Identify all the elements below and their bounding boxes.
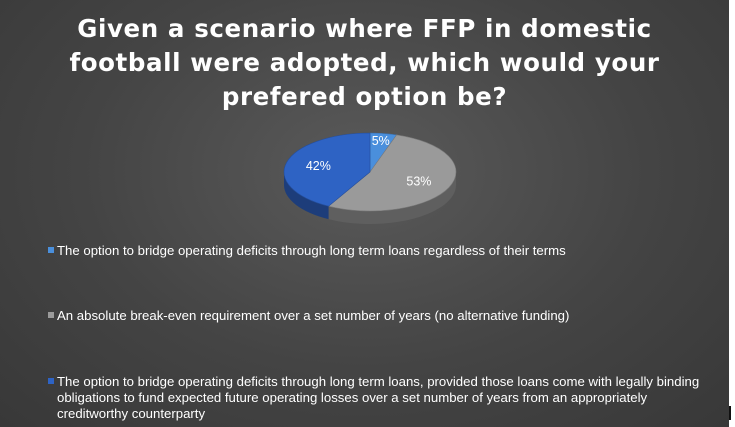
legend-label: The option to bridge operating deficits …: [57, 374, 700, 421]
legend-item: The option to bridge operating deficits …: [48, 243, 707, 259]
legend-label: The option to bridge operating deficits …: [57, 243, 566, 258]
legend-swatch: [48, 312, 54, 318]
legend-swatch: [48, 378, 54, 384]
legend-item: The option to bridge operating deficits …: [48, 374, 707, 422]
pie-data-label: 5%: [372, 134, 390, 148]
pie-slice: [327, 134, 457, 212]
pie-slice-side: [284, 172, 329, 220]
edge-marker: [729, 406, 731, 420]
chart-title: Given a scenario where FFP in domestic f…: [69, 14, 660, 111]
pie-data-label: 42%: [306, 159, 331, 173]
legend-label: An absolute break-even requirement over …: [57, 308, 570, 323]
legend-item: An absolute break-even requirement over …: [48, 308, 707, 324]
pie-slice: [283, 132, 371, 207]
pie-data-label: 53%: [406, 175, 431, 189]
legend-swatch: [48, 247, 54, 253]
